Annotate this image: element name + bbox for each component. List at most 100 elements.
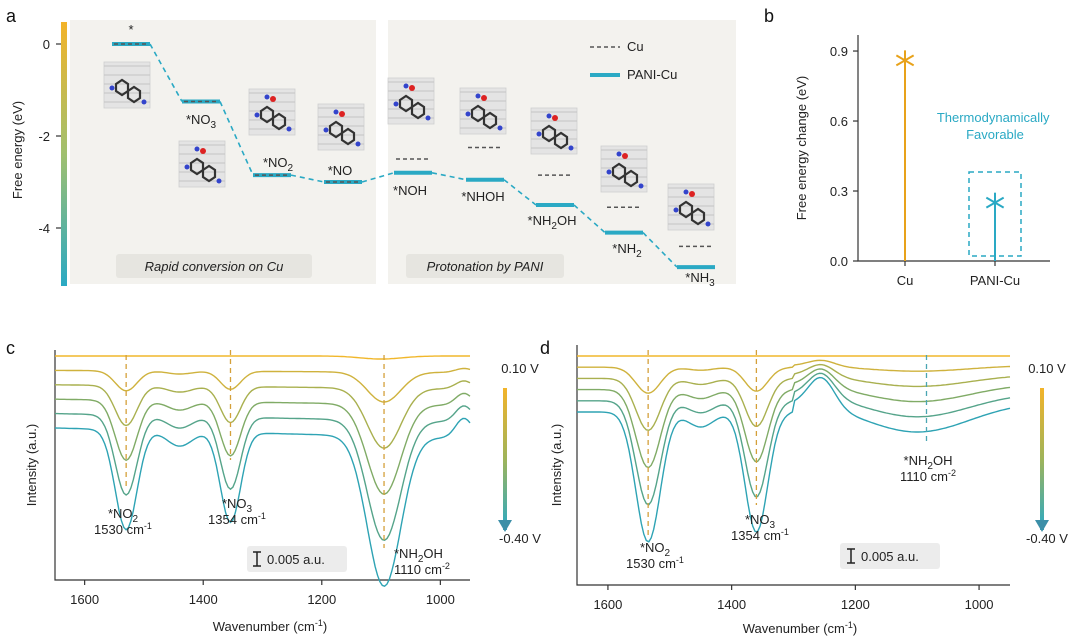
spectrum-line [55, 380, 471, 449]
y-axis-label: Intensity (a.u.) [549, 424, 564, 506]
adsorbate-structure-icon [600, 145, 648, 193]
adsorbate-structure-icon [317, 103, 365, 151]
connector-line [290, 174, 325, 183]
axes [857, 35, 1050, 262]
legend-cu-label: Cu [627, 39, 644, 54]
step-label: *NO3 [186, 112, 217, 131]
peak-species-label: *NO2 [108, 506, 139, 525]
x-tick-label: 1400 [717, 597, 746, 612]
peak-position-label: 1354 cm-1 [731, 527, 789, 543]
potential-top: 0.10 V [501, 361, 539, 376]
adsorbate-structure-icon [459, 87, 507, 135]
potential-top: 0.10 V [1028, 361, 1066, 376]
x-tick-label: 1000 [965, 597, 994, 612]
x-axis-label: Wavenumber (cm-1) [213, 618, 327, 634]
step-label: * [128, 22, 133, 37]
region-label-box-pani [406, 254, 564, 278]
y-ticks: 0.0 0.3 0.6 0.9 [830, 44, 996, 269]
panel-label-b: b [764, 6, 774, 26]
y-axis-label: Intensity (a.u.) [24, 424, 39, 506]
x-tick-cu: Cu [897, 273, 914, 288]
legend: Cu PANI-Cu [590, 39, 677, 82]
scale-bar-label: 0.005 a.u. [861, 549, 919, 564]
region-label-box-cu [116, 254, 312, 278]
spectrum-line [54, 417, 471, 587]
spectrum-line [55, 355, 470, 360]
adsorbate-structure-icon [387, 77, 435, 125]
data-marks [895, 50, 1005, 261]
y-tick-label: 0 [43, 37, 50, 52]
y-tick-label: 0.9 [830, 44, 848, 59]
step-label: *NH2 [612, 241, 642, 260]
axes [54, 350, 470, 581]
legend-pani-label: PANI-Cu [627, 67, 677, 82]
spectrum-line [577, 376, 1011, 543]
peak-species-label: *NH2OH [394, 546, 443, 565]
panel-b-free-energy-change: Free energy change (eV) 0.00.30.60.9 Cu … [794, 35, 1053, 288]
y-axis-label: Free energy (eV) [10, 101, 25, 199]
spectrum-line [55, 405, 471, 541]
scale-bar-box [840, 543, 940, 569]
step-label: *NHOH [461, 189, 504, 204]
y-axis-label: Free energy change (eV) [794, 76, 809, 221]
step-label: *NOH [393, 183, 427, 198]
peak-species-label: *NO3 [222, 496, 253, 515]
energy-levels [112, 42, 715, 270]
potential-arrow-head [498, 520, 512, 532]
spectra-curves [54, 355, 471, 587]
adsorbate-structure-icon [667, 183, 715, 231]
connector-line [503, 179, 537, 206]
potential-arrow [1040, 388, 1044, 530]
step-label: *NH3 [685, 270, 715, 289]
connector-line [361, 172, 395, 183]
potential-arrow-head [1035, 520, 1049, 532]
x-tick-label: 1400 [189, 592, 218, 607]
x-tick-label: 1600 [70, 592, 99, 607]
y-tick-label: 0.3 [830, 184, 848, 199]
star-marker [985, 192, 1005, 213]
scale-bar-label: 0.005 a.u. [267, 552, 325, 567]
panel-label-d: d [540, 338, 550, 358]
axis-color-bar [61, 22, 67, 286]
molecule-structures [103, 61, 715, 231]
spectra-curves [577, 355, 1011, 543]
x-axis-label: Wavenumber (cm-1) [743, 620, 857, 636]
x-tick-label: 1000 [426, 592, 455, 607]
peak-position-label: 1530 cm-1 [94, 521, 152, 537]
step-label: *NH2OH [528, 213, 577, 232]
x-tick-pani-cu: PANI-Cu [970, 273, 1020, 288]
potential-bottom: -0.40 V [1026, 531, 1068, 546]
peak-species-label: *NO3 [745, 512, 776, 531]
favorable-annotation: Thermodynamically Favorable [937, 110, 1053, 142]
region-label-cu: Rapid conversion on Cu [145, 259, 284, 274]
connector-line [573, 204, 606, 234]
panel-a-free-energy-diagram: Free energy (eV) 0-2-4 **NO3*NO2 *NO*NOH *… [10, 20, 736, 289]
panel-label-a: a [6, 6, 17, 26]
region-label-pani: Protonation by PANI [427, 259, 544, 274]
x-ticks: 1600 1400 1200 1000 [593, 585, 994, 612]
spectrum-line [577, 359, 1011, 394]
favorable-annotation-line2: Favorable [966, 127, 1024, 142]
favorable-annotation-line1: Thermodynamically [937, 110, 1050, 125]
spectrum-line [577, 363, 1011, 432]
connector-line [149, 43, 183, 102]
x-tick-label: 1600 [593, 597, 622, 612]
x-tick-label: 1200 [841, 597, 870, 612]
y-ticks: 0 -2 -4 [38, 37, 61, 236]
potential-bottom: -0.40 V [499, 531, 541, 546]
peak-position-label: 1110 cm-2 [900, 468, 956, 484]
axes [576, 345, 1010, 586]
panel-label-c: c [6, 338, 15, 358]
spectrum-line [55, 392, 471, 495]
connector-line [219, 101, 254, 176]
panel-c-ir-spectra: Intensity (a.u.) 1600 1400 1200 1000 Wavenu… [24, 350, 541, 634]
peak-position-label: 1354 cm-1 [208, 511, 266, 527]
y-tick-label: 0.0 [830, 254, 848, 269]
peak-species-label: *NO2 [640, 540, 671, 559]
y-tick-label: -2 [38, 129, 50, 144]
connector-line [431, 172, 467, 181]
scale-bar-box [247, 546, 347, 572]
